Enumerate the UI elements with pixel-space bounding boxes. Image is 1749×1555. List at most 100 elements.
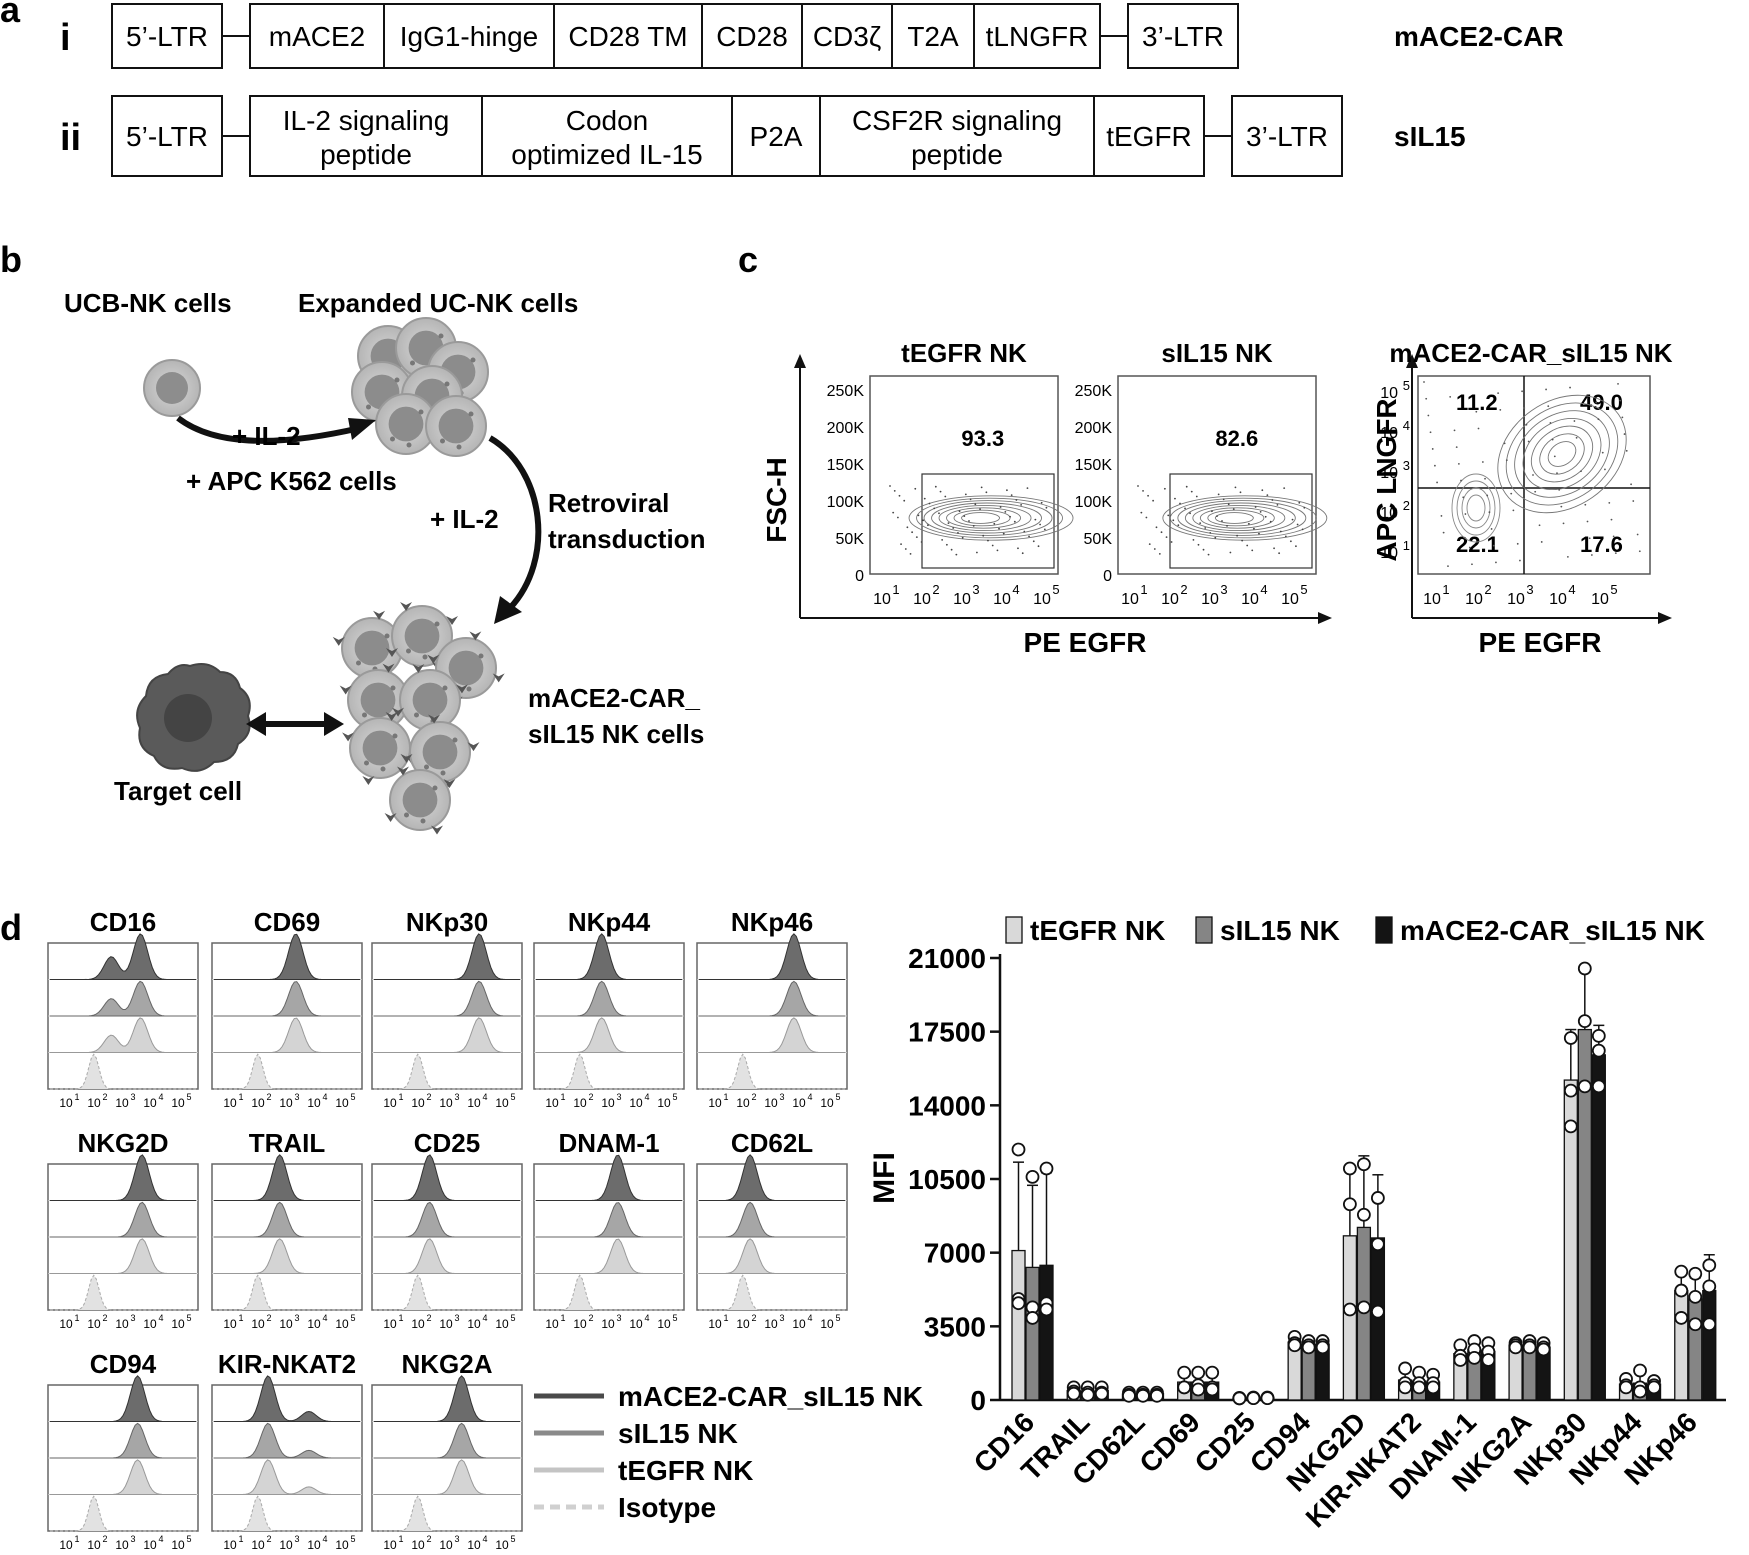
cell-granule <box>364 760 369 766</box>
hist-x-tick-label: 10 <box>279 1317 293 1331</box>
event-dot <box>1227 503 1230 506</box>
hist-x-tick-label: 10 <box>87 1538 101 1552</box>
car-receptor-icon <box>427 654 440 664</box>
step1-apc-label: + APC K562 cells <box>186 466 397 496</box>
event-dot <box>947 522 950 524</box>
hist-x-tick-exponent: 4 <box>322 1534 327 1544</box>
mfi-data-point <box>1522 1340 1537 1355</box>
hist-x-tick-exponent: 3 <box>294 1313 299 1323</box>
construct-block <box>819 95 1095 177</box>
x-tick-exponent: 2 <box>932 582 939 597</box>
hist-x-tick-exponent: 5 <box>350 1534 355 1544</box>
histogram-curve <box>214 1375 360 1422</box>
hist-x-tick-exponent: 5 <box>835 1092 840 1102</box>
mfi-data-point <box>1191 1382 1206 1397</box>
mfi-data-point <box>1191 1365 1206 1380</box>
quad-event-dot <box>1455 446 1458 448</box>
quad-event-dot <box>1471 563 1473 566</box>
mfi-legend-label: sIL15 NK <box>1220 915 1340 946</box>
flow-plot-frame <box>1117 375 1317 575</box>
mfi-data-point <box>1577 1014 1592 1029</box>
quad-density-contour <box>1539 433 1585 475</box>
mfi-data-point <box>1674 1264 1689 1279</box>
mfi-data-point <box>1674 1283 1689 1298</box>
histogram-curve <box>374 1459 520 1495</box>
histogram-curve <box>536 1202 682 1238</box>
interaction-arrow-right-head <box>324 712 344 736</box>
histogram-title: NKp46 <box>731 907 813 937</box>
histogram-title: KIR-NKAT2 <box>218 1349 356 1379</box>
quad-event-dot <box>1481 461 1484 463</box>
event-dot <box>1207 553 1210 556</box>
construct-block <box>481 95 733 177</box>
retroviral-label-2: transduction <box>548 524 705 554</box>
gate-box <box>1169 473 1313 569</box>
hist-x-tick-label: 10 <box>223 1317 237 1331</box>
quad-density-contour <box>1505 402 1619 506</box>
hist-x-tick-exponent: 3 <box>616 1313 621 1323</box>
cell-granule <box>380 766 386 772</box>
event-dot <box>1261 489 1264 492</box>
mfi-data-point <box>1315 1340 1330 1355</box>
y-tick-label: 50K <box>836 531 865 548</box>
event-dot <box>1026 487 1029 489</box>
mfi-bar <box>1688 1298 1703 1401</box>
quad-event-dot <box>1608 502 1611 504</box>
event-dot <box>1034 518 1037 521</box>
mfi-data-point <box>1619 1380 1633 1395</box>
hist-x-tick-exponent: 1 <box>398 1534 403 1544</box>
event-dot <box>996 549 999 552</box>
density-contour <box>923 500 1053 536</box>
histogram-curve <box>50 980 196 1017</box>
quad-event-dot <box>1440 515 1443 517</box>
construct-block <box>249 3 385 69</box>
cell-granule <box>466 686 472 692</box>
event-dot <box>1004 511 1007 513</box>
hist-x-tick-label: 10 <box>383 1538 397 1552</box>
event-dot <box>898 494 901 497</box>
quad-event-dot <box>1549 422 1552 424</box>
event-dot <box>1037 545 1040 548</box>
event-dot <box>1152 499 1155 502</box>
flow-plot-title: sIL15 NK <box>1161 338 1272 368</box>
mfi-bar-chart: 03500700010500140001750021000MFICD16TRAI… <box>868 915 1726 1533</box>
quad-event-dot <box>1477 427 1480 430</box>
event-dot <box>1239 491 1242 494</box>
histogram-curve <box>374 1017 520 1053</box>
quad-event-dot <box>1556 472 1558 475</box>
event-dot <box>939 490 942 493</box>
quad-density-contour <box>1466 494 1486 522</box>
quad-event-dot <box>1630 483 1632 486</box>
quad-event-dot <box>1431 448 1434 450</box>
quad-y-tick-base: 10 <box>1380 465 1398 482</box>
construct-block <box>249 95 483 177</box>
target-cell-icon <box>136 663 251 772</box>
y-axis-arrow-head <box>794 354 806 368</box>
event-dot <box>952 527 955 529</box>
event-dot <box>1147 494 1149 497</box>
construct-block-label: CSF2R signaling <box>852 105 1062 136</box>
event-dot <box>985 491 988 494</box>
histogram-title: DNAM-1 <box>558 1128 659 1158</box>
hist-x-tick-label: 10 <box>87 1096 101 1110</box>
cell-granule <box>390 436 395 442</box>
quad-event-dot <box>1632 500 1635 502</box>
mfi-data-point <box>1702 1258 1717 1273</box>
mfi-legend-swatch <box>1005 916 1023 944</box>
event-dot <box>999 506 1002 508</box>
cell-nucleus <box>360 682 396 718</box>
mfi-data-point <box>1508 1340 1523 1355</box>
quad-event-dot <box>1457 462 1460 465</box>
mfi-data-point <box>1702 1317 1717 1332</box>
panel-label-a: a <box>0 0 21 30</box>
event-dot <box>1251 549 1254 552</box>
step1-il2-label: + IL-2 <box>232 421 301 451</box>
quad-pe-egfr-axis-label: PE EGFR <box>1479 627 1602 658</box>
histogram-curve <box>50 1238 196 1274</box>
quad-event-dot <box>1610 518 1613 521</box>
hist-x-tick-label: 10 <box>467 1096 481 1110</box>
event-dot <box>1184 507 1186 510</box>
